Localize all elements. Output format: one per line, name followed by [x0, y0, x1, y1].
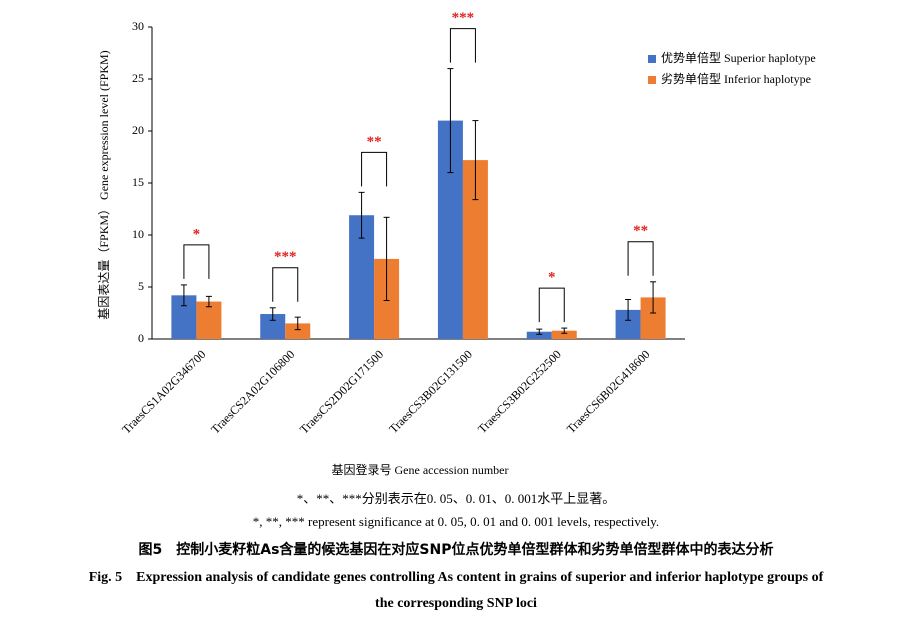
significance-bracket	[538, 287, 565, 323]
significance-label: **	[367, 134, 382, 150]
x-tick-label: TraesCS2D02G171500	[297, 347, 386, 436]
bar	[196, 301, 222, 339]
significance-bracket	[361, 151, 388, 187]
x-tick-label: TraesCS3B02G252500	[475, 347, 564, 436]
x-tick-label: TraesCS2A02G106800	[208, 347, 297, 436]
y-axis-title: 基因表达量（FPKM） Gene expression level (FPKM)	[97, 50, 111, 319]
caption: the corresponding SNP loci	[375, 596, 537, 611]
significance-label: **	[633, 223, 648, 239]
bar	[551, 330, 577, 339]
bar	[285, 323, 311, 339]
y-tick-label: 5	[138, 279, 144, 293]
x-tick-label: TraesCS3B02G131500	[386, 347, 475, 436]
y-tick-label: 15	[132, 175, 144, 189]
x-tick-label: TraesCS6B02G418600	[564, 347, 653, 436]
y-tick-label: 25	[132, 71, 144, 85]
significance-label: *	[548, 270, 556, 286]
y-tick-label: 10	[132, 227, 144, 241]
significance-label: ***	[452, 10, 475, 26]
caption: 图5 控制小麦籽粒As含量的候选基因在对应SNP位点优势单倍型群体和劣势单倍型群…	[139, 541, 774, 558]
y-tick-label: 0	[138, 331, 144, 345]
significance-bracket	[272, 267, 299, 302]
legend-swatch	[648, 76, 656, 84]
significance-label: ***	[274, 249, 297, 265]
x-tick-label: TraesCS1A02G346700	[119, 347, 208, 436]
y-tick-label: 20	[132, 123, 144, 137]
caption: Fig. 5 Expression analysis of candidate …	[89, 570, 824, 585]
note: *、**、***分别表示在0. 05、0. 01、0. 001水平上显著。	[297, 491, 616, 506]
legend-label: 优势单倍型 Superior haplotype	[661, 50, 816, 65]
bar	[526, 331, 552, 339]
significance-label: *	[193, 226, 201, 242]
legend-swatch	[648, 55, 656, 63]
x-axis-title: 基因登录号 Gene accession number	[332, 462, 509, 477]
significance-bracket	[183, 244, 210, 279]
significance-bracket	[627, 241, 654, 276]
legend-label: 劣势单倍型 Inferior haplotype	[661, 71, 811, 86]
y-tick-label: 30	[132, 19, 144, 33]
note: *, **, *** represent significance at 0. …	[253, 514, 659, 529]
significance-bracket	[449, 28, 476, 63]
